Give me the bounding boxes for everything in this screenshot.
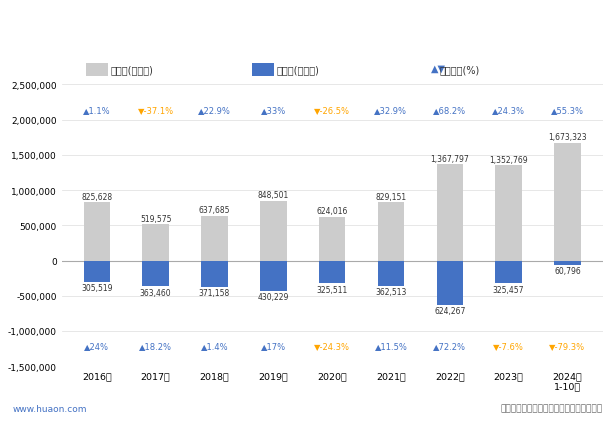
Text: 362,513: 362,513 [375,288,407,297]
Bar [495,261,522,284]
Text: 848,501: 848,501 [258,191,289,200]
Bar [201,261,228,287]
Text: 2016-2024年10月宝鸡市(境内目的地/货源地)进、出口额: 2016-2024年10月宝鸡市(境内目的地/货源地)进、出口额 [159,27,456,42]
Text: www.huaon.com: www.huaon.com [12,403,87,413]
Text: 出口额(千美元): 出口额(千美元) [111,65,154,75]
Text: 1,367,797: 1,367,797 [430,154,469,164]
Text: 325,457: 325,457 [493,285,525,294]
Text: 829,151: 829,151 [375,192,407,201]
Text: ▲32.9%: ▲32.9% [375,105,407,114]
Bar [86,64,108,77]
Text: 430,229: 430,229 [258,293,289,302]
Text: 305,519: 305,519 [81,284,113,293]
Bar [143,225,169,261]
Text: 数据来源：中国海关，华经产业研究院整理: 数据来源：中国海关，华经产业研究院整理 [501,403,603,413]
Text: ▲33%: ▲33% [261,105,286,114]
Bar [378,261,404,286]
Bar [554,143,581,261]
Bar [378,203,404,261]
Text: 363,460: 363,460 [140,288,172,297]
Text: 637,685: 637,685 [199,206,230,215]
Text: ▼-7.6%: ▼-7.6% [493,341,524,350]
Text: 325,511: 325,511 [317,285,347,294]
Text: ▲1.4%: ▲1.4% [200,341,228,350]
Text: 825,628: 825,628 [81,193,113,201]
Bar [554,261,581,265]
Text: ▲68.2%: ▲68.2% [433,105,466,114]
Bar [252,64,274,77]
Bar [319,261,346,284]
Text: 同比增长(%): 同比增长(%) [440,65,480,75]
Text: 专业严谨 • 客观科学: 专业严谨 • 客观科学 [540,7,603,17]
Text: 华经情报网: 华经情报网 [12,7,44,17]
Text: ▲17%: ▲17% [261,341,286,350]
Text: ▲72.2%: ▲72.2% [433,341,466,350]
Text: ▲55.3%: ▲55.3% [551,105,584,114]
Text: 519,575: 519,575 [140,214,172,223]
Text: 624,267: 624,267 [434,306,466,315]
Bar [437,165,463,261]
Bar [84,203,110,261]
Text: ▼-37.1%: ▼-37.1% [138,105,173,114]
Text: ▼-24.3%: ▼-24.3% [314,341,350,350]
Bar [437,261,463,305]
Text: 1,673,323: 1,673,323 [548,133,587,142]
Bar [84,261,110,282]
Text: 60,796: 60,796 [554,267,581,276]
Text: ▲11.5%: ▲11.5% [375,341,407,350]
Text: 624,016: 624,016 [316,207,348,216]
Bar [319,217,346,261]
Text: ▼-26.5%: ▼-26.5% [314,105,350,114]
Text: ▼-79.3%: ▼-79.3% [549,341,585,350]
Text: 进口额(千美元): 进口额(千美元) [277,65,320,75]
Bar [201,216,228,261]
Bar [495,166,522,261]
Text: 1,352,769: 1,352,769 [490,155,528,164]
Text: ▲▼: ▲▼ [430,64,445,74]
Text: ▲24.3%: ▲24.3% [492,105,525,114]
Bar [143,261,169,286]
Text: ▲24%: ▲24% [84,341,109,350]
Text: 371,158: 371,158 [199,288,230,297]
Bar [260,261,287,291]
Text: ▲1.1%: ▲1.1% [83,105,111,114]
Bar [260,201,287,261]
Text: ▲18.2%: ▲18.2% [139,341,172,350]
Text: ▲22.9%: ▲22.9% [198,105,231,114]
